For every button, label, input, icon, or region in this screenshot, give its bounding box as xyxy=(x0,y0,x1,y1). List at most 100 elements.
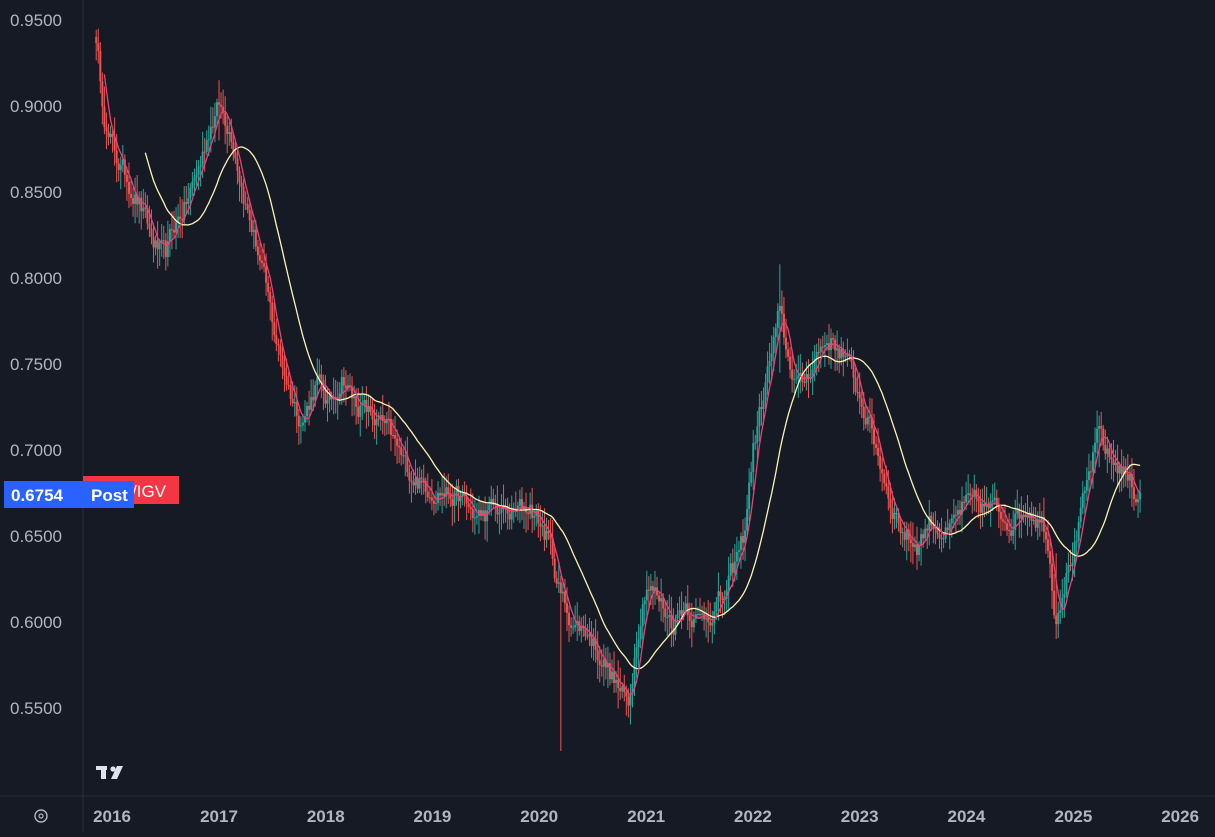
candle-body xyxy=(762,400,765,409)
candle-body xyxy=(938,534,941,538)
candle-body xyxy=(136,194,139,205)
post-market-badge: Post xyxy=(83,481,134,508)
y-tick-label: 0.8000 xyxy=(10,269,62,288)
candle-body xyxy=(825,343,828,346)
x-tick-label: 2024 xyxy=(947,807,985,826)
candle-body xyxy=(310,396,313,410)
candle-body xyxy=(1008,530,1011,532)
candle-body xyxy=(752,443,755,473)
candle-body xyxy=(594,638,597,650)
candle-body xyxy=(680,610,683,616)
candle-body xyxy=(181,218,184,220)
candle-body xyxy=(115,150,118,164)
candle-body xyxy=(236,158,239,171)
candle-body xyxy=(1071,562,1074,567)
candle-body xyxy=(353,396,356,399)
candle-body xyxy=(320,374,323,380)
candle-body xyxy=(725,589,728,599)
candle-body xyxy=(134,194,137,204)
candle-body xyxy=(983,503,986,507)
candle-body xyxy=(394,435,397,439)
candle-body xyxy=(924,528,927,539)
candle-body xyxy=(819,346,822,353)
candle-body xyxy=(402,455,405,457)
price-axis[interactable]: 0.9500 0.9000 0.8500 0.8000 0.7500 0.7000 0.65… xyxy=(10,11,62,718)
candle-body xyxy=(565,603,568,613)
candle-body xyxy=(596,649,599,661)
candle-body xyxy=(170,229,173,231)
candle-body xyxy=(383,420,386,424)
candle-body xyxy=(432,500,435,504)
candle-body xyxy=(1106,448,1109,454)
y-tick-label: 0.6500 xyxy=(10,527,62,546)
candle-body xyxy=(162,240,165,242)
candle-body xyxy=(287,384,290,386)
candle-body xyxy=(760,407,763,409)
candle-body xyxy=(670,614,673,628)
candle-body xyxy=(811,369,814,378)
moving-average-slow xyxy=(144,146,1141,670)
candle-body xyxy=(989,501,992,509)
candle-body xyxy=(963,501,966,503)
candle-body xyxy=(1049,551,1052,564)
candle-body xyxy=(1112,459,1115,465)
candle-body xyxy=(1001,519,1004,522)
candle-body xyxy=(946,527,949,531)
candle-body xyxy=(742,536,745,543)
candle-body xyxy=(866,416,869,425)
candle-body xyxy=(651,586,654,591)
candle-body xyxy=(885,483,888,487)
candles-layer xyxy=(95,28,1142,751)
candle-body xyxy=(770,353,773,362)
candle-body xyxy=(850,355,853,362)
candle-body xyxy=(451,498,454,506)
candle-body xyxy=(842,349,845,357)
y-tick-label: 0.6000 xyxy=(10,613,62,632)
candle-body xyxy=(977,498,980,502)
candle-body xyxy=(1134,499,1137,503)
candle-body xyxy=(527,512,530,514)
candle-body xyxy=(516,505,519,510)
candle-body xyxy=(97,43,100,52)
candle-body xyxy=(396,438,399,446)
x-tick-label: 2016 xyxy=(93,807,131,826)
candle-body xyxy=(303,416,306,423)
candle-body xyxy=(840,349,843,359)
candle-body xyxy=(627,696,630,706)
candle-body xyxy=(183,202,186,220)
candle-body xyxy=(306,405,309,417)
x-tick-label: 2025 xyxy=(1055,807,1093,826)
candle-body xyxy=(895,512,898,514)
candle-body xyxy=(570,625,573,628)
x-tick-label: 2026 xyxy=(1161,807,1199,826)
candle-body xyxy=(1006,523,1009,531)
candle-body xyxy=(408,472,411,481)
candle-body xyxy=(629,694,632,706)
candle-body xyxy=(459,496,462,502)
time-axis[interactable]: 2016 2017 2018 2019 2020 2021 2022 2023 2024 2025… xyxy=(93,807,1199,826)
candle-body xyxy=(1081,493,1084,508)
y-tick-label: 0.9500 xyxy=(10,11,62,30)
candle-body xyxy=(803,382,806,384)
gear-icon[interactable] xyxy=(34,809,48,823)
candle-body xyxy=(1065,572,1068,595)
candle-body xyxy=(340,377,343,394)
candle-body xyxy=(1085,479,1088,491)
candle-body xyxy=(500,504,503,513)
candle-body xyxy=(234,152,237,159)
candle-body xyxy=(1055,615,1058,625)
candle-body xyxy=(932,525,935,528)
candle-body xyxy=(1059,610,1062,613)
candle-body xyxy=(510,509,513,520)
candle-body xyxy=(754,442,757,444)
candle-body xyxy=(1073,542,1076,563)
candle-body xyxy=(254,229,257,247)
candle-body xyxy=(482,510,485,516)
candle-body xyxy=(823,345,826,348)
y-tick-label: 0.7000 xyxy=(10,441,62,460)
candle-body xyxy=(1139,492,1142,500)
candle-body xyxy=(201,151,204,166)
candle-body xyxy=(965,494,968,503)
